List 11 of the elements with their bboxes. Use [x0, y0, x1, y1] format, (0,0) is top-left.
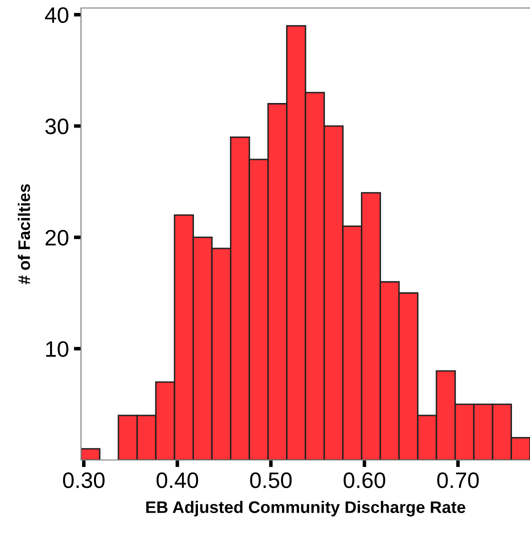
y-tick-label: 40: [44, 7, 68, 23]
x-tick-label: 0.30: [63, 472, 105, 488]
y-tick-label: 10: [46, 341, 68, 357]
y-axis-title: # of Facilties: [18, 184, 30, 284]
y-tick-label: 30: [45, 118, 68, 134]
x-tick-label: 0.70: [437, 472, 479, 488]
x-tick-label: 0.60: [344, 472, 386, 488]
y-tick-label: 20: [46, 230, 68, 246]
x-tick-label: 0.50: [250, 472, 292, 488]
x-axis-title: EB Adjusted Community Discharge Rate: [146, 500, 466, 516]
x-tick-label: 0.40: [156, 472, 198, 488]
